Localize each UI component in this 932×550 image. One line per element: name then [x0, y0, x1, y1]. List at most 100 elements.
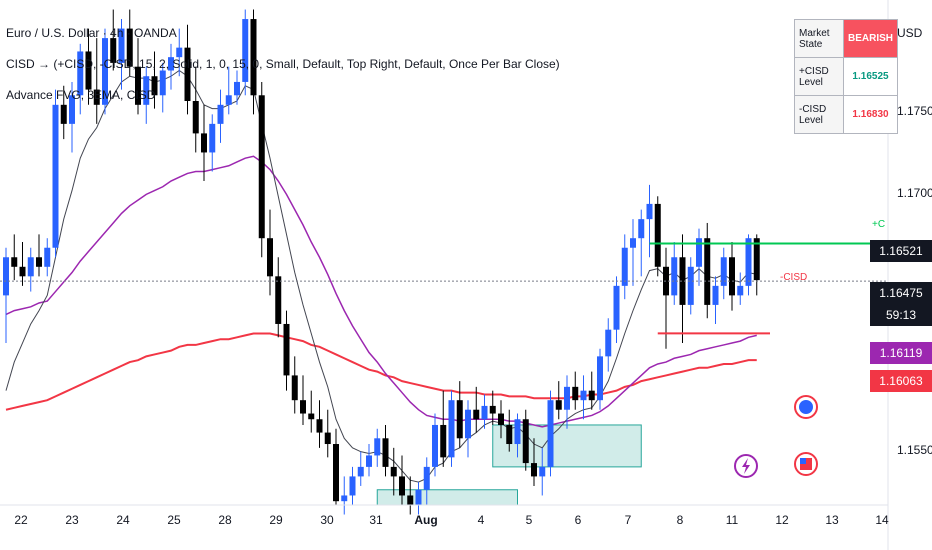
candle-body	[555, 400, 562, 410]
candle-body	[27, 257, 34, 277]
candle-body	[93, 89, 100, 105]
candle-body	[52, 104, 59, 248]
minus-cisd-line-label: -CISD	[780, 272, 808, 283]
candle-body	[737, 285, 744, 296]
candle-body	[390, 466, 397, 477]
date-tick-label: 28	[218, 513, 232, 527]
date-tick-label: 31	[369, 513, 383, 527]
candle-body	[176, 47, 183, 58]
candle-body	[704, 238, 711, 305]
candle-body	[423, 466, 430, 490]
candle-body	[349, 476, 356, 496]
bar-countdown: 59:13	[870, 304, 932, 326]
indicator-cisd-legend[interactable]: CISD → (+CISD, -CISD, 15, 2, Solid, 1, 0…	[6, 57, 560, 71]
date-tick-label: 7	[624, 513, 632, 527]
flag-icon-us-2[interactable]	[794, 452, 818, 476]
plus-cisd-level-value: 1.16525	[842, 57, 899, 96]
price-tag-ema-mid: 1.16119	[870, 342, 932, 364]
candle-body	[44, 247, 51, 267]
date-tick-label: 8	[676, 513, 684, 527]
candle-body	[506, 424, 513, 445]
minus-cisd-level-value: 1.16830	[842, 95, 899, 134]
candle-body	[316, 419, 323, 433]
price-tick-label: 1.17000	[897, 186, 932, 200]
candle-body	[267, 238, 273, 277]
indicator-fvg-legend[interactable]: Advance FVG, 3EMA, CISD	[6, 88, 156, 102]
candle-body	[300, 400, 306, 414]
candle-body	[225, 95, 232, 105]
table-row: Market State BEARISH	[794, 19, 899, 58]
candle-body	[621, 247, 628, 286]
candle-body	[333, 444, 339, 502]
candle-body	[514, 419, 521, 445]
date-tick-label: 25	[167, 513, 181, 527]
candle-body	[69, 95, 75, 124]
ema-mid-line	[5, 155, 757, 428]
candle-body	[258, 95, 265, 239]
candle-body	[85, 51, 92, 90]
candle-body	[671, 257, 678, 296]
candle-body	[11, 257, 18, 267]
candle-body	[283, 323, 290, 376]
candle-body	[374, 438, 381, 456]
candle-body	[234, 81, 240, 96]
candle-body	[168, 57, 174, 71]
date-tick-label: 13	[825, 513, 839, 527]
candle-body	[564, 386, 570, 410]
candle-body	[613, 285, 620, 330]
candle-body	[151, 76, 158, 96]
price-tick-label: 1.17500	[897, 104, 932, 118]
cisd-levels	[0, 242, 888, 335]
date-tick-label: 30	[320, 513, 334, 527]
candle-body	[209, 123, 216, 153]
candle-body	[308, 413, 315, 420]
candle-body	[465, 409, 471, 439]
price-tag-current: 1.16475	[870, 282, 932, 304]
candle-body	[646, 203, 653, 220]
price-tick-label: 1.15500	[897, 443, 932, 457]
date-tick-label: 11	[725, 513, 739, 527]
date-tick-label: 12	[775, 513, 789, 527]
candle-body	[498, 413, 504, 425]
market-state-label: Market State	[794, 19, 844, 58]
ema-fast-line	[5, 69, 757, 483]
candle-body	[489, 405, 496, 414]
candle-body	[432, 424, 438, 467]
date-tick-label: 14	[875, 513, 889, 527]
candle-body	[102, 38, 108, 105]
candle-body	[539, 466, 546, 477]
ema-slow-line	[5, 332, 757, 411]
price-tag-ema-slow: 1.16063	[870, 370, 932, 392]
candle-body	[399, 476, 405, 496]
candle-body	[201, 133, 207, 153]
candle-body	[36, 257, 42, 267]
lightning-icon[interactable]	[734, 454, 758, 478]
candle-body	[522, 419, 529, 464]
chart-title: Euro / U.S. Dollar · 4h · OANDA	[6, 26, 177, 40]
candle-body	[184, 47, 191, 101]
candle-body	[110, 38, 117, 63]
market-state-table: Market State BEARISH +CISD Level 1.16525…	[794, 19, 899, 134]
candle-body	[448, 400, 455, 458]
plus-cisd-level-label: +CISD Level	[794, 57, 844, 96]
candle-body	[366, 455, 372, 467]
date-tick-label: 29	[269, 513, 283, 527]
minus-cisd-level-label: -CISD Level	[794, 95, 844, 134]
candle-body	[745, 238, 752, 286]
candle-body	[531, 463, 537, 477]
candle-body	[753, 238, 760, 281]
currency-label[interactable]: USD	[897, 26, 923, 40]
candle-body	[192, 101, 199, 134]
plus-cisd-line-label: +C	[872, 219, 886, 230]
candle-body	[324, 432, 331, 445]
candle-body	[407, 495, 414, 505]
candle-body	[547, 400, 554, 467]
candle-body	[588, 390, 595, 401]
flag-icon-us-1[interactable]	[794, 395, 818, 419]
candle-body	[250, 19, 257, 96]
candle-body	[696, 238, 702, 267]
market-state-value: BEARISH	[842, 19, 899, 58]
candles	[3, 9, 760, 515]
date-tick-label: 24	[116, 513, 130, 527]
